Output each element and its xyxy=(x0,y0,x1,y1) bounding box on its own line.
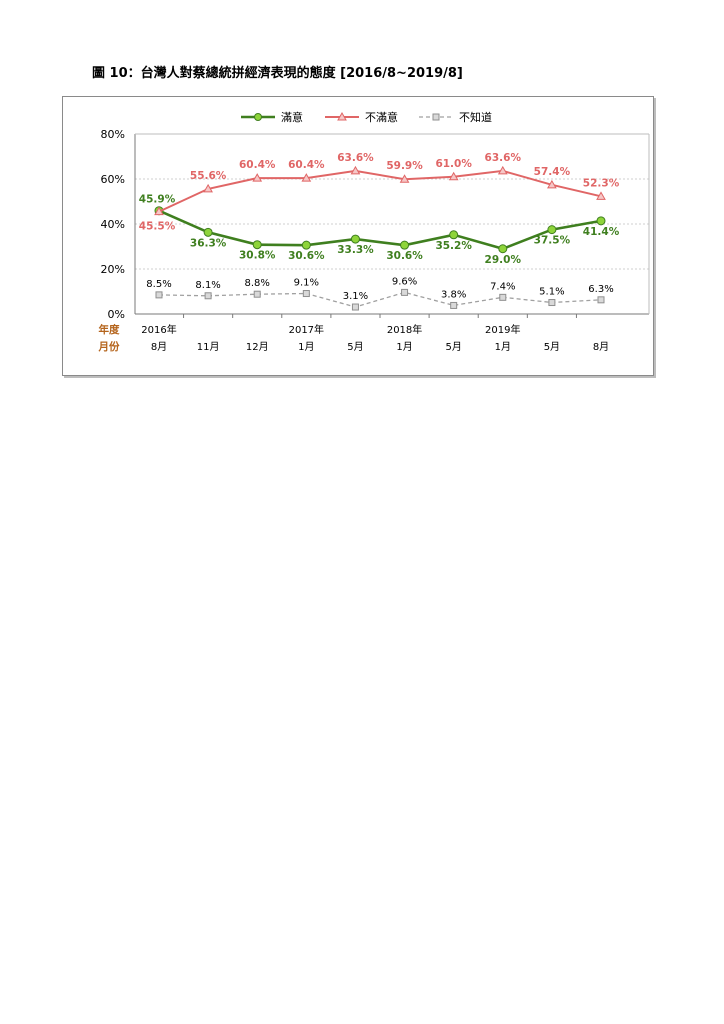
data-label: 61.0% xyxy=(435,158,472,170)
x-tick-year: 2019年 xyxy=(485,323,520,336)
legend-label: 滿意 xyxy=(281,110,303,124)
data-label: 6.3% xyxy=(588,284,613,295)
y-tick-label: 0% xyxy=(108,308,125,321)
data-point xyxy=(252,240,262,250)
data-label: 37.5% xyxy=(534,235,571,247)
series-line xyxy=(158,169,602,213)
data-label: 63.6% xyxy=(337,152,374,164)
data-point xyxy=(351,303,359,311)
data-point xyxy=(253,290,261,298)
data-point xyxy=(301,173,312,182)
x-row-label-year: 年度 xyxy=(99,323,120,336)
chart-frame: 0% 20% 40% 60% 80% 年度月份 2016年 8月 11月 12月 2017年 1月 5月… xyxy=(62,96,654,376)
legend-marker xyxy=(254,113,262,121)
data-point xyxy=(154,206,164,216)
data-point xyxy=(399,174,410,183)
data-label: 8.1% xyxy=(195,280,220,291)
data-label: 3.1% xyxy=(343,291,368,302)
data-label: 9.1% xyxy=(294,278,319,289)
y-tick-label: 40% xyxy=(101,218,125,231)
data-point xyxy=(596,191,606,200)
data-label: 30.8% xyxy=(239,250,276,262)
data-label: 7.4% xyxy=(490,281,515,292)
data-label: 45.9% xyxy=(139,194,176,206)
x-tick-month: 5月 xyxy=(544,341,560,353)
data-label: 63.6% xyxy=(485,152,522,164)
x-tick-month: 5月 xyxy=(445,341,461,353)
legend-label: 不知道 xyxy=(459,110,492,124)
data-point xyxy=(548,299,556,307)
data-point xyxy=(547,225,557,235)
data-label: 5.1% xyxy=(539,287,564,298)
x-tick-month: 11月 xyxy=(197,341,220,353)
data-label: 30.6% xyxy=(288,250,325,262)
x-tick-year: 2017年 xyxy=(289,323,324,336)
data-point xyxy=(350,165,361,175)
x-tick-month: 8月 xyxy=(593,341,609,353)
data-label: 41.4% xyxy=(583,226,620,238)
data-label: 35.2% xyxy=(435,240,472,252)
legend-label: 不滿意 xyxy=(365,110,398,124)
x-tick-month: 1月 xyxy=(396,341,412,353)
x-row-label-month: 月份 xyxy=(98,340,120,353)
data-label: 33.3% xyxy=(337,244,374,256)
x-tick-year: 2016年 xyxy=(141,323,176,336)
data-point xyxy=(597,296,605,304)
data-label: 59.9% xyxy=(386,160,423,172)
data-label: 30.6% xyxy=(386,250,423,262)
series-line xyxy=(158,291,602,308)
data-point xyxy=(400,240,410,250)
data-label: 55.6% xyxy=(190,170,227,182)
x-tick-year: 2018年 xyxy=(387,323,422,336)
y-tick-label: 20% xyxy=(101,263,125,276)
data-label: 60.4% xyxy=(288,159,325,171)
x-tick-month: 1月 xyxy=(495,341,511,353)
data-label: 52.3% xyxy=(583,177,620,189)
y-tick-label: 60% xyxy=(101,173,125,186)
data-point xyxy=(499,293,507,301)
data-point xyxy=(547,179,557,189)
data-point xyxy=(204,292,212,300)
chart-caption: 圖 10：台灣人對蔡總統拼經濟表現的態度 [2016/8~2019/8] xyxy=(92,66,463,81)
data-point xyxy=(497,165,508,175)
data-point xyxy=(203,227,213,237)
data-label: 36.3% xyxy=(190,237,227,249)
data-label: 9.6% xyxy=(392,276,417,287)
legend-marker xyxy=(432,113,440,121)
series-line xyxy=(158,209,602,251)
data-point xyxy=(449,230,459,240)
data-label: 3.8% xyxy=(441,289,466,300)
data-point xyxy=(252,173,263,182)
data-point xyxy=(302,290,310,298)
x-tick-month: 8月 xyxy=(151,341,167,353)
data-label: 60.4% xyxy=(239,159,276,171)
y-tick-label: 80% xyxy=(101,128,125,141)
data-point xyxy=(448,171,459,181)
legend-marker xyxy=(337,111,347,121)
data-point xyxy=(498,244,508,254)
data-label: 45.5% xyxy=(139,221,176,233)
data-label: 57.4% xyxy=(534,166,571,178)
data-point xyxy=(350,234,360,244)
data-label: 29.0% xyxy=(485,254,522,266)
data-point xyxy=(203,183,213,193)
x-tick-month: 1月 xyxy=(298,341,314,353)
data-label: 8.5% xyxy=(146,279,171,290)
data-point xyxy=(450,301,458,309)
data-label: 8.8% xyxy=(245,278,270,289)
data-point xyxy=(596,216,606,226)
x-tick-month: 12月 xyxy=(246,341,269,353)
data-point xyxy=(155,291,163,299)
data-point xyxy=(401,288,409,296)
data-point xyxy=(301,240,311,250)
x-tick-month: 5月 xyxy=(347,341,363,353)
